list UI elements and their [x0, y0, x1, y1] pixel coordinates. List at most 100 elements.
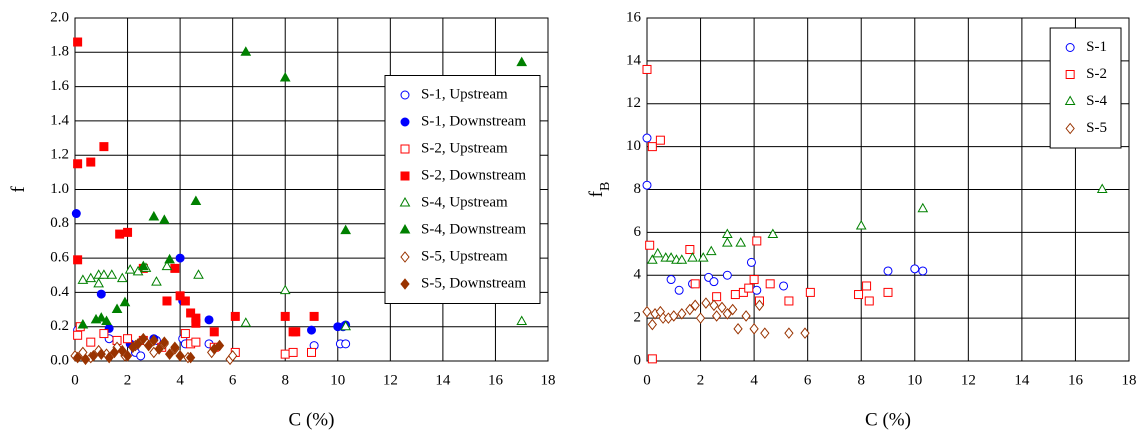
- point: [109, 346, 120, 359]
- point: [760, 327, 770, 339]
- point: [754, 299, 765, 312]
- point: [666, 275, 676, 285]
- y-tick-label: 0.8: [50, 215, 69, 231]
- point: [77, 274, 89, 284]
- point: [164, 348, 175, 360]
- y-tick-label: 1.6: [50, 78, 69, 94]
- point: [77, 318, 89, 329]
- legend-label: S-2, Upstream: [421, 140, 508, 156]
- y-tick-label: 1.0: [50, 181, 69, 197]
- point: [862, 281, 872, 291]
- point: [749, 323, 759, 335]
- point: [170, 263, 180, 273]
- point: [652, 247, 664, 258]
- x-tick-label: 4: [750, 372, 758, 388]
- point: [309, 311, 319, 321]
- x-tick-label: 6: [229, 372, 237, 388]
- point: [111, 303, 123, 314]
- point: [154, 343, 164, 355]
- x-tick-label: 16: [488, 372, 504, 388]
- point: [340, 320, 352, 331]
- x-tick-label: 8: [281, 372, 289, 388]
- point: [98, 269, 110, 279]
- point: [722, 308, 732, 320]
- point: [73, 37, 83, 47]
- legend: S-1, Upstream S-1, Downstream S-2, Upstrea…: [384, 75, 541, 304]
- point: [722, 270, 732, 280]
- point: [697, 252, 709, 262]
- point: [728, 303, 738, 316]
- point: [151, 276, 162, 286]
- y-tick-label: 1.4: [50, 112, 69, 128]
- point: [106, 269, 118, 279]
- y-axis-label: f: [8, 186, 29, 193]
- x-tick-label: 12: [961, 372, 976, 388]
- point: [240, 317, 252, 327]
- point: [149, 334, 159, 347]
- point: [669, 310, 679, 322]
- point: [642, 133, 652, 143]
- point: [744, 283, 754, 293]
- legend-marker: [1065, 122, 1075, 135]
- point: [136, 351, 146, 361]
- point: [340, 224, 352, 235]
- point: [307, 325, 316, 335]
- point: [104, 351, 114, 364]
- point: [685, 245, 695, 255]
- point: [96, 348, 106, 360]
- legend-marker: [399, 196, 411, 207]
- legend-marker: [400, 90, 410, 100]
- point: [191, 337, 201, 347]
- point: [709, 277, 719, 287]
- y-tick-label: 1.2: [50, 147, 69, 163]
- point: [752, 285, 762, 295]
- point: [687, 252, 698, 262]
- point: [180, 296, 190, 306]
- point: [711, 310, 722, 322]
- legend-box: [1049, 27, 1122, 149]
- legend-label: S-5: [1086, 120, 1107, 136]
- point: [805, 287, 815, 297]
- legend-marker: [400, 117, 410, 127]
- point: [288, 347, 298, 357]
- point: [93, 277, 105, 288]
- x-tick-label: 14: [435, 372, 451, 388]
- point: [883, 266, 893, 276]
- point: [86, 337, 96, 347]
- point: [123, 334, 133, 344]
- x-tick-label: 0: [643, 372, 651, 388]
- x-tick-label: 10: [907, 372, 922, 388]
- y-tick-label: 14: [626, 52, 642, 68]
- legend-box: [384, 75, 541, 304]
- point: [784, 327, 794, 339]
- legend-label: S-1, Upstream: [421, 86, 508, 102]
- point: [721, 237, 733, 247]
- y-axis-label-text: f: [586, 190, 607, 197]
- point: [705, 245, 717, 256]
- point: [137, 260, 149, 271]
- legend-label: S-4: [1086, 93, 1107, 109]
- legend-label: S-5, Upstream: [421, 248, 508, 264]
- legend-label: S-4, Upstream: [421, 194, 508, 210]
- point: [204, 315, 214, 325]
- point: [690, 279, 700, 289]
- x-axis-label: C (%): [865, 409, 911, 430]
- point: [175, 291, 185, 301]
- point: [733, 323, 743, 335]
- y-tick-label: 0.6: [50, 250, 69, 266]
- point: [72, 351, 83, 364]
- point: [864, 296, 874, 306]
- point: [695, 312, 706, 324]
- point: [516, 56, 528, 67]
- point: [209, 327, 219, 337]
- legend-marker: [1064, 95, 1076, 105]
- point: [746, 257, 756, 267]
- legend-marker: [400, 144, 410, 154]
- point: [95, 312, 107, 322]
- y-tick-label: 16: [626, 9, 642, 25]
- point: [73, 159, 83, 169]
- legend-label: S-5, Downstream: [421, 275, 526, 291]
- x-tick-label: 8: [857, 372, 865, 388]
- point: [138, 332, 148, 345]
